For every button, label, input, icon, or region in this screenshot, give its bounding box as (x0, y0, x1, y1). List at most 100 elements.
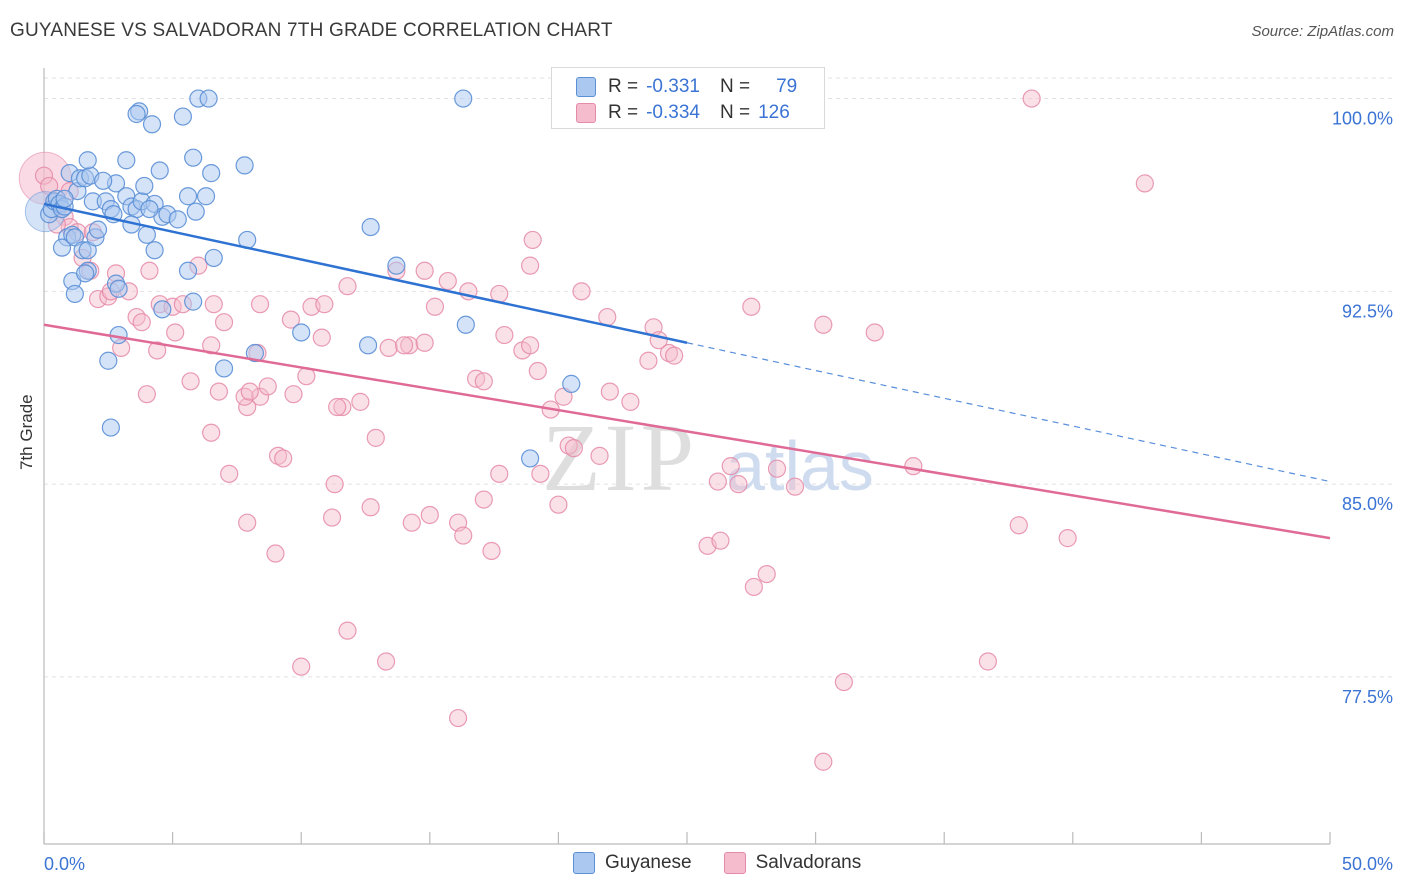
salvadorans-point (767, 459, 787, 478)
guyanese-point (99, 351, 118, 370)
legend-item-salvadorans[interactable]: Salvadorans (723, 852, 862, 874)
salvadorans-point (266, 544, 285, 563)
guyanese-point (153, 300, 172, 319)
guyanese-point (387, 256, 406, 275)
trend-lines (43, 202, 1331, 540)
guyanese-point (178, 187, 198, 206)
salvadorans-point (490, 464, 509, 483)
salvadorans-point (448, 708, 468, 728)
salvadorans-point (454, 526, 473, 545)
y-tick-label: 77.5% (1342, 687, 1393, 707)
guyanese-point (178, 261, 198, 280)
salvadorans-point (814, 752, 833, 771)
salvadorans-point (274, 449, 293, 468)
guyanese-point (202, 164, 221, 183)
salvadorans-point (1058, 529, 1077, 548)
salvadorans-point (328, 397, 347, 417)
salvadorans-point (757, 564, 776, 584)
guyanese-point (358, 336, 378, 355)
salvadorans-point (590, 446, 609, 465)
salvadorans-point (34, 166, 54, 185)
salvadorans-swatch (723, 852, 746, 874)
salvadorans-point (325, 475, 344, 494)
salvadorans-point (220, 464, 239, 483)
r-label: R = (608, 102, 639, 123)
guyanese-point (78, 151, 97, 170)
legend-label: Guyanese (605, 852, 692, 873)
r-label: R = (608, 76, 639, 97)
salvadorans-point (1009, 516, 1028, 535)
salvadorans-point (204, 295, 223, 314)
n-value: 79 (776, 76, 798, 97)
salvadorans-point (268, 446, 288, 465)
salvadorans-point (379, 338, 398, 357)
n-label: N = (719, 102, 751, 123)
salvadorans-point (338, 621, 357, 640)
salvadorans-point (322, 508, 342, 527)
guyanese-point (184, 292, 203, 311)
guyanese-trend-line (43, 202, 688, 344)
salvadorans-point (572, 282, 591, 301)
salvadorans-point (376, 652, 396, 671)
legend-item-guyanese[interactable]: Guyanese (573, 852, 692, 874)
salvadorans-point (333, 397, 352, 417)
guyanese-point (117, 151, 136, 170)
salvadorans-point (665, 346, 684, 365)
legend-label: Salvadorans (755, 852, 862, 873)
guyanese-point (94, 171, 113, 190)
guyanese-point (142, 115, 162, 134)
salvadorans-point (338, 277, 357, 296)
guyanese-point (562, 374, 581, 393)
salvadorans-point (140, 261, 159, 280)
guyanese-point (454, 89, 473, 108)
salvadorans-point (238, 397, 257, 417)
guyanese-point (214, 359, 234, 378)
salvadorans-point (438, 271, 457, 291)
salvadorans-point (250, 295, 270, 314)
n-label: N = (719, 76, 751, 97)
salvadorans-point (258, 377, 277, 396)
guyanese-point (52, 238, 72, 257)
guyanese-point (235, 156, 254, 175)
salvadorans-point (351, 392, 370, 411)
n-value: 126 (758, 102, 790, 123)
guyanese-point (521, 449, 540, 468)
guyanese-point (361, 217, 380, 237)
guyanese-swatch (576, 77, 596, 97)
salvadorans-point (238, 513, 257, 532)
r-value: -0.334 (646, 102, 700, 123)
salvadorans-point (521, 256, 540, 275)
salvadorans-point (659, 343, 679, 363)
guyanese-point (140, 199, 159, 219)
guyanese-point (65, 284, 84, 304)
salvadorans-point (1135, 174, 1154, 193)
salvadorans-point (729, 475, 748, 494)
salvadorans-trend-line (43, 323, 1331, 540)
watermark-atlas: atlas (726, 427, 874, 505)
salvadorans-point (600, 382, 619, 401)
salvadorans-point (235, 387, 254, 406)
salvadorans-point (137, 385, 156, 404)
guyanese-point (173, 107, 192, 126)
salvadorans-point (148, 341, 167, 360)
y-tick-label: 92.5% (1342, 301, 1393, 321)
salvadorans-point (521, 336, 540, 355)
salvadorans-point (711, 531, 730, 550)
salvadorans-point (865, 323, 884, 342)
salvadorans-point (621, 392, 640, 411)
salvadorans-point (474, 372, 493, 391)
guyanese-points (24, 89, 581, 468)
salvadorans-point (315, 295, 334, 314)
salvadorans-point (549, 495, 568, 514)
salvadorans-point (284, 385, 303, 404)
x-tick-label: 0.0% (44, 854, 85, 874)
salvadorans-point (523, 230, 542, 250)
salvadorans-point (366, 428, 385, 447)
watermark: ZIP atlas (542, 404, 874, 511)
salvadorans-point (394, 336, 414, 355)
salvadorans-point (202, 336, 221, 355)
salvadorans-swatch (576, 103, 596, 123)
salvadorans-point (639, 351, 658, 370)
salvadorans-point (528, 361, 547, 381)
salvadorans-point (742, 297, 761, 316)
